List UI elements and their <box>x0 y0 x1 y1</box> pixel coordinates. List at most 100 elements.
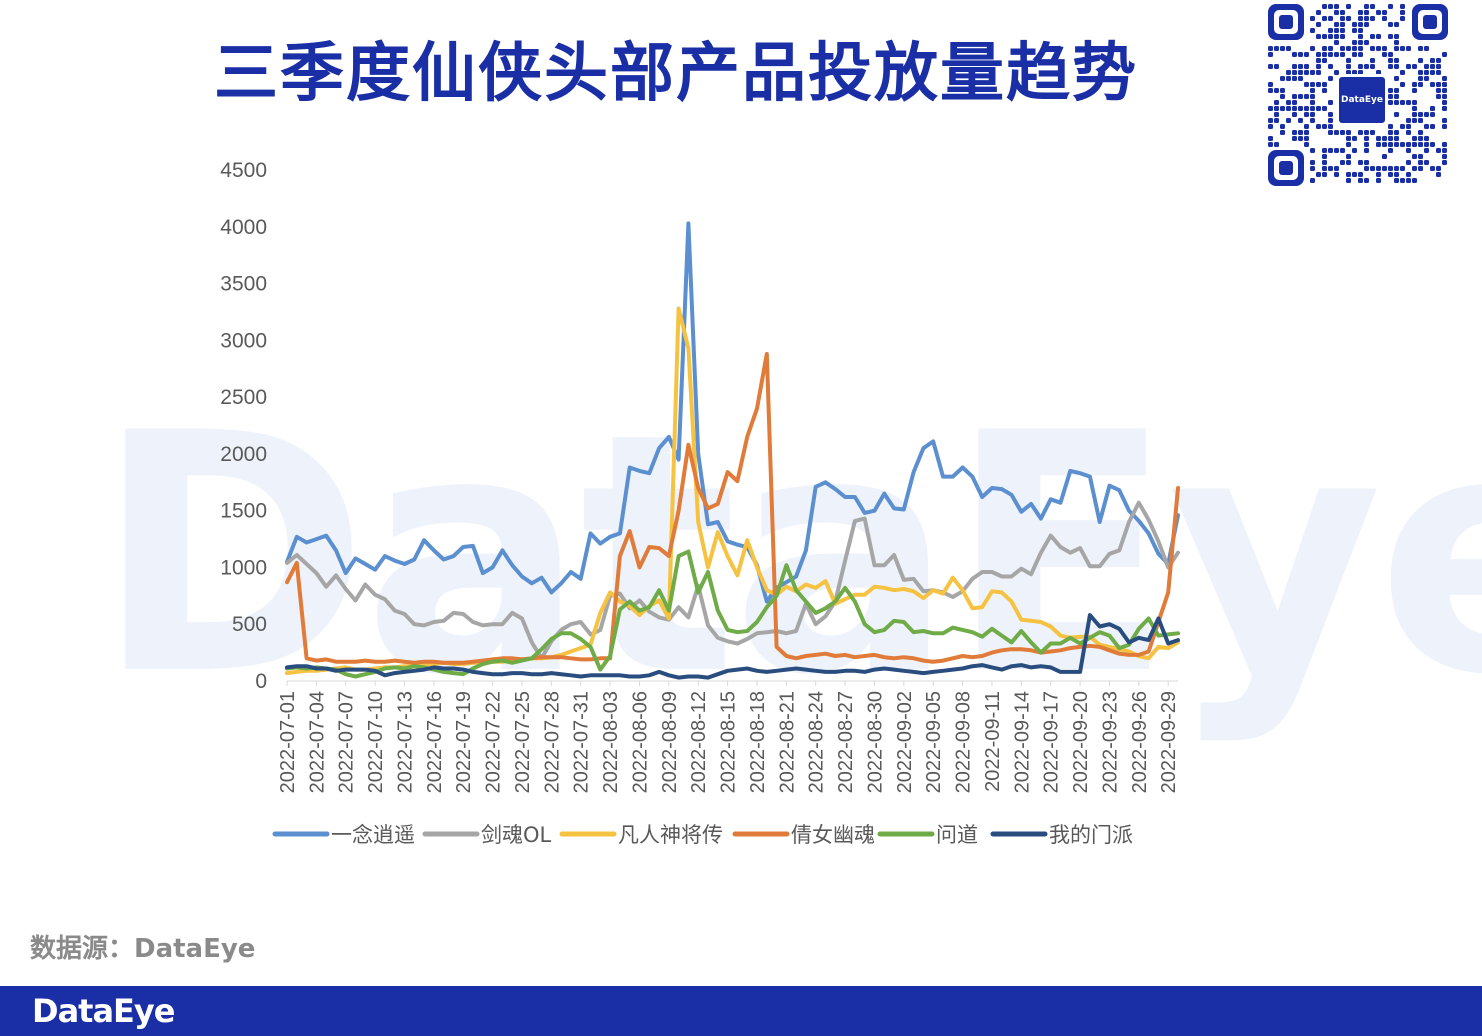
qr-module <box>1352 52 1357 57</box>
qr-module <box>1412 178 1417 183</box>
qr-module <box>1412 118 1417 123</box>
qr-module <box>1424 148 1429 153</box>
qr-module <box>1394 166 1399 171</box>
qr-module <box>1346 64 1351 69</box>
x-tick-label: 2022-08-12 <box>688 691 710 793</box>
legend-label: 凡人神将传 <box>618 823 723 847</box>
x-tick-label: 2022-07-31 <box>571 691 593 793</box>
qr-module <box>1346 130 1351 135</box>
series-line <box>285 221 1180 604</box>
qr-module <box>1298 76 1303 81</box>
qr-module <box>1382 46 1387 51</box>
qr-module <box>1316 106 1321 111</box>
qr-module <box>1418 70 1423 75</box>
qr-module <box>1436 88 1441 93</box>
qr-module <box>1376 46 1381 51</box>
qr-module <box>1364 178 1369 183</box>
qr-module <box>1406 118 1411 123</box>
qr-module <box>1388 88 1393 93</box>
qr-module <box>1400 100 1405 105</box>
qr-module <box>1292 94 1297 99</box>
x-tick-label: 2022-07-28 <box>541 691 563 793</box>
qr-module <box>1340 160 1345 165</box>
qr-module <box>1358 160 1363 165</box>
legend-label: 倩女幽魂 <box>791 823 875 847</box>
line-chart: 0 500 1000 1500 2000 2500 3000 3500 4000 4500 2022… <box>220 159 1180 847</box>
qr-module <box>1394 94 1399 99</box>
qr-module <box>1442 124 1447 129</box>
qr-module <box>1310 178 1315 183</box>
qr-module <box>1292 70 1297 75</box>
qr-module <box>1376 34 1381 39</box>
qr-module <box>1388 148 1393 153</box>
qr-module <box>1322 172 1327 177</box>
qr-module <box>1430 82 1435 87</box>
qr-module <box>1328 46 1333 51</box>
qr-module <box>1286 76 1291 81</box>
qr-module <box>1334 4 1339 9</box>
qr-module <box>1430 112 1435 117</box>
x-tick-label: 2022-09-20 <box>1070 691 1092 793</box>
x-tick-label: 2022-09-17 <box>1041 691 1063 793</box>
qr-module <box>1274 88 1279 93</box>
qr-module <box>1346 58 1351 63</box>
qr-module <box>1322 58 1327 63</box>
qr-module <box>1406 160 1411 165</box>
qr-module <box>1352 148 1357 153</box>
y-tick-label: 2000 <box>220 443 267 466</box>
qr-module <box>1322 16 1327 21</box>
qr-module <box>1346 16 1351 21</box>
qr-module <box>1322 106 1327 111</box>
qr-module <box>1358 46 1363 51</box>
qr-module <box>1310 82 1315 87</box>
qr-module <box>1340 148 1345 153</box>
qr-module <box>1430 142 1435 147</box>
qr-module <box>1388 100 1393 105</box>
x-tick-label: 2022-08-09 <box>659 691 681 793</box>
qr-module <box>1280 46 1285 51</box>
x-tick-label: 2022-08-27 <box>835 691 857 793</box>
x-tick-label: 2022-09-29 <box>1158 691 1180 793</box>
qr-module <box>1388 64 1393 69</box>
qr-module <box>1394 22 1399 27</box>
qr-module <box>1430 124 1435 129</box>
qr-module <box>1418 142 1423 147</box>
qr-module <box>1412 82 1417 87</box>
qr-module <box>1280 130 1285 135</box>
qr-module <box>1334 40 1339 45</box>
qr-module <box>1322 124 1327 129</box>
qr-module <box>1412 166 1417 171</box>
qr-module <box>1376 178 1381 183</box>
qr-module <box>1304 94 1309 99</box>
qr-module <box>1394 58 1399 63</box>
legend-label: 一念逍遥 <box>331 823 415 847</box>
qr-module <box>1388 142 1393 147</box>
qr-module <box>1304 136 1309 141</box>
qr-module <box>1430 106 1435 111</box>
qr-module <box>1418 82 1423 87</box>
qr-module <box>1424 112 1429 117</box>
qr-module <box>1310 88 1315 93</box>
qr-module <box>1412 154 1417 159</box>
qr-module <box>1352 46 1357 51</box>
series-line <box>285 549 1180 679</box>
qr-module <box>1430 58 1435 63</box>
x-tick-label: 2022-07-25 <box>512 691 534 793</box>
qr-module <box>1310 148 1315 153</box>
series-line <box>285 500 1180 661</box>
qr-module <box>1334 22 1339 27</box>
y-tick-label: 4500 <box>220 159 267 182</box>
qr-module <box>1436 82 1441 87</box>
y-tick-label: 3500 <box>220 273 267 296</box>
qr-module <box>1298 136 1303 141</box>
y-tick-label: 500 <box>232 613 267 636</box>
qr-module <box>1406 46 1411 51</box>
qr-module <box>1274 118 1279 123</box>
qr-module <box>1298 130 1303 135</box>
qr-module <box>1292 136 1297 141</box>
qr-module <box>1400 16 1405 21</box>
qr-module <box>1412 106 1417 111</box>
y-tick-label: 2500 <box>220 386 267 409</box>
qr-module <box>1382 154 1387 159</box>
qr-module <box>1280 106 1285 111</box>
